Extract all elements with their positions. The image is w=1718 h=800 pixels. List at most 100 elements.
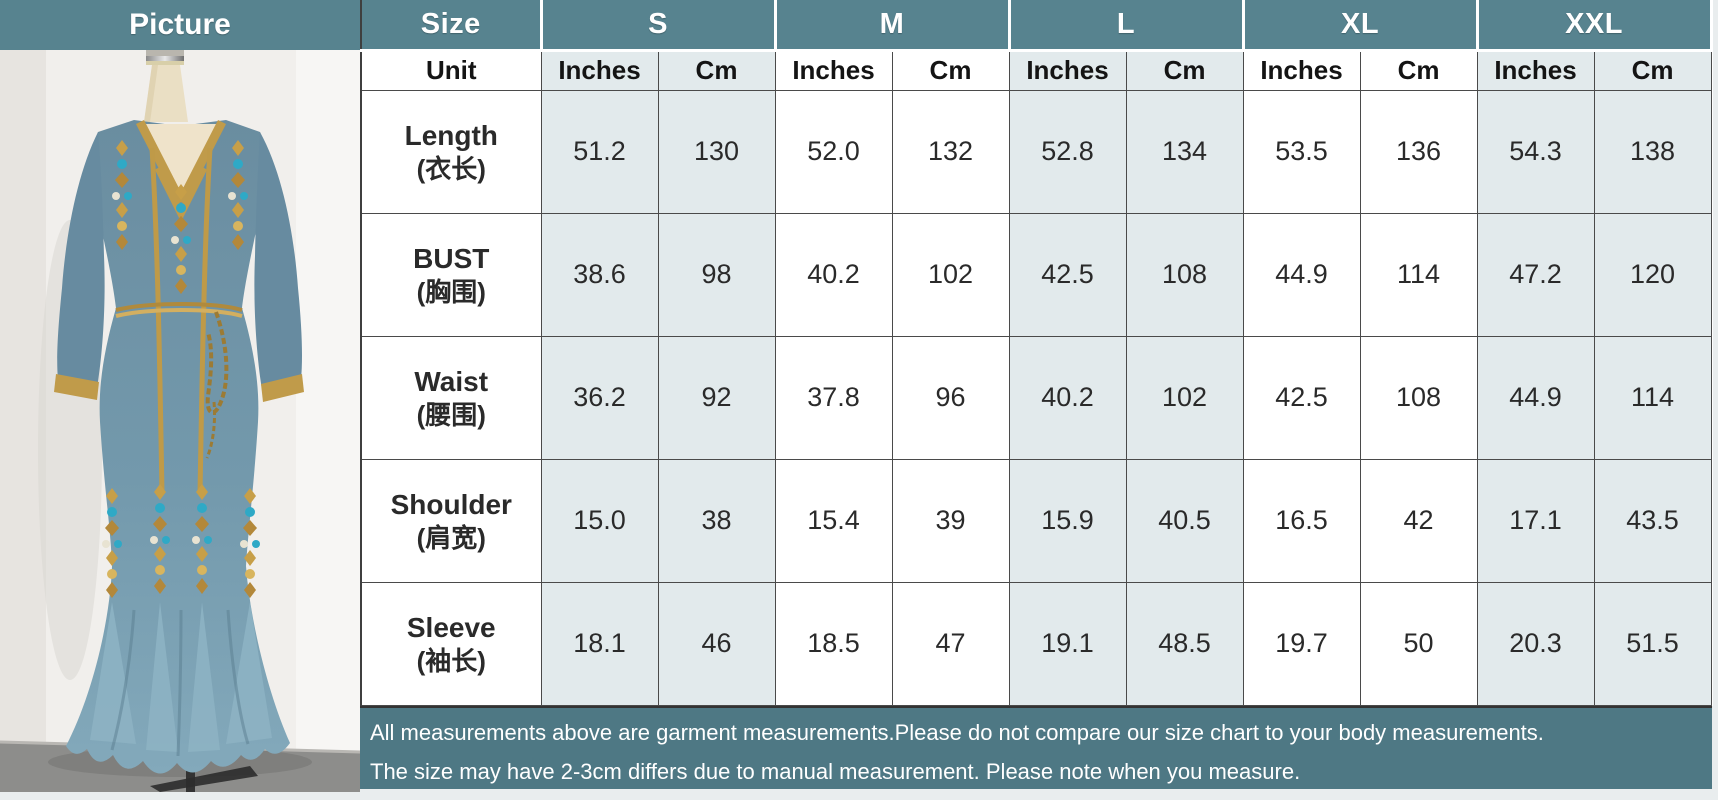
- value-bust-xxl-inches: 47.2: [1476, 212, 1595, 337]
- value-sleeve-xl-inches: 19.7: [1242, 581, 1361, 706]
- unit-s-inches: Inches: [540, 49, 659, 91]
- size-col-xxl: XXL: [1475, 0, 1713, 52]
- value-shoulder-l-inches: 15.9: [1008, 458, 1127, 583]
- unit-xl-inches: Inches: [1242, 49, 1361, 91]
- value-waist-s-inches: 36.2: [540, 335, 659, 460]
- value-bust-s-cm: 98: [657, 212, 776, 337]
- value-waist-xl-cm: 108: [1359, 335, 1478, 460]
- row-label-en: Sleeve: [406, 611, 496, 643]
- value-sleeve-l-inches: 19.1: [1008, 581, 1127, 706]
- unit-m-cm: Cm: [891, 49, 1010, 91]
- size-col-m: M: [773, 0, 1011, 52]
- value-bust-l-cm: 108: [1125, 212, 1244, 337]
- value-waist-xl-inches: 42.5: [1242, 335, 1361, 460]
- value-shoulder-s-cm: 38: [657, 458, 776, 583]
- value-bust-xl-inches: 44.9: [1242, 212, 1361, 337]
- value-waist-m-cm: 96: [891, 335, 1010, 460]
- unit-m-inches: Inches: [774, 49, 893, 91]
- value-waist-l-inches: 40.2: [1008, 335, 1127, 460]
- value-length-s-cm: 130: [657, 89, 776, 214]
- value-shoulder-l-cm: 40.5: [1125, 458, 1244, 583]
- value-shoulder-s-inches: 15.0: [540, 458, 659, 583]
- v-neck-opening: [140, 124, 222, 202]
- value-length-xxl-cm: 138: [1593, 89, 1712, 214]
- value-waist-xxl-inches: 44.9: [1476, 335, 1595, 460]
- value-length-m-cm: 132: [891, 89, 1010, 214]
- value-sleeve-s-inches: 18.1: [540, 581, 659, 706]
- value-bust-xl-cm: 114: [1359, 212, 1478, 337]
- unit-s-cm: Cm: [657, 49, 776, 91]
- value-length-xl-inches: 53.5: [1242, 89, 1361, 214]
- unit-xxl-cm: Cm: [1593, 49, 1712, 91]
- right-sleeve: [254, 132, 302, 390]
- picture-header: Picture: [0, 0, 360, 50]
- row-label-sleeve: Sleeve (袖长): [360, 581, 542, 706]
- measurement-row-length: Length (衣长) 51.2 130 52.0 132 52.8 134 53.5 136 54…: [360, 89, 1712, 214]
- unit-row: Unit Inches Cm Inches Cm Inches Cm Inches Cm Inc…: [360, 49, 1712, 91]
- note-line-2: The size may have 2-3cm differs due to m…: [370, 758, 1301, 784]
- dress: [54, 119, 304, 774]
- unit-label: Unit: [360, 49, 542, 91]
- gold-front-line-right: [197, 147, 213, 495]
- mannequin-neck: [144, 50, 188, 122]
- value-length-m-inches: 52.0: [774, 89, 893, 214]
- value-length-xl-cm: 136: [1359, 89, 1478, 214]
- value-bust-m-cm: 102: [891, 212, 1010, 337]
- row-label-waist: Waist (腰围): [360, 335, 542, 460]
- value-length-l-inches: 52.8: [1008, 89, 1127, 214]
- row-label-zh: (袖长): [416, 645, 486, 676]
- row-label-zh: (肩宽): [416, 522, 486, 553]
- value-sleeve-s-cm: 46: [657, 581, 776, 706]
- row-label-en: Shoulder: [390, 488, 512, 520]
- row-label-en: BUST: [413, 242, 490, 274]
- row-label-length: Length (衣长): [360, 89, 542, 214]
- unit-l-inches: Inches: [1008, 49, 1127, 91]
- row-label-zh: (腰围): [416, 399, 486, 430]
- dress-body: [66, 120, 290, 774]
- size-col-s: S: [539, 0, 777, 52]
- value-sleeve-m-inches: 18.5: [774, 581, 893, 706]
- row-label-shoulder: Shoulder (肩宽): [360, 458, 542, 583]
- value-shoulder-m-cm: 39: [891, 458, 1010, 583]
- value-sleeve-xxl-cm: 51.5: [1593, 581, 1712, 706]
- size-header: Size: [360, 0, 543, 52]
- value-waist-xxl-cm: 114: [1593, 335, 1712, 460]
- row-label-en: Waist: [414, 365, 489, 397]
- value-bust-m-inches: 40.2: [774, 212, 893, 337]
- value-bust-l-inches: 42.5: [1008, 212, 1127, 337]
- unit-xl-cm: Cm: [1359, 49, 1478, 91]
- unit-l-cm: Cm: [1125, 49, 1244, 91]
- value-length-xxl-inches: 54.3: [1476, 89, 1595, 214]
- size-col-l: L: [1007, 0, 1245, 52]
- gold-belt: [115, 302, 243, 459]
- value-length-l-cm: 134: [1125, 89, 1244, 214]
- value-sleeve-xl-cm: 50: [1359, 581, 1478, 706]
- value-shoulder-xxl-cm: 43.5: [1593, 458, 1712, 583]
- measurement-row-bust: BUST (胸围) 38.6 98 40.2 102 42.5 108 44.9 114 47.2 1…: [360, 212, 1712, 337]
- value-sleeve-m-cm: 47: [891, 581, 1010, 706]
- picture-panel: Picture: [0, 0, 360, 792]
- row-label-bust: BUST (胸围): [360, 212, 542, 337]
- measurement-row-sleeve: Sleeve (袖长) 18.1 46 18.5 47 19.1 48.5 19.7 50 20.3…: [360, 581, 1712, 706]
- value-waist-s-cm: 92: [657, 335, 776, 460]
- gold-front-line-left: [149, 147, 165, 495]
- right-gold-cuff: [261, 374, 304, 402]
- measurement-row-shoulder: Shoulder (肩宽) 15.0 38 15.4 39 15.9 40.5 16.5 42 17…: [360, 458, 1712, 583]
- value-bust-xxl-cm: 120: [1593, 212, 1712, 337]
- product-photo: [0, 50, 360, 792]
- value-sleeve-l-cm: 48.5: [1125, 581, 1244, 706]
- row-label-zh: (衣长): [416, 153, 486, 184]
- dress-illustration: [0, 50, 360, 792]
- left-gold-cuff: [54, 374, 99, 400]
- row-label-zh: (胸围): [416, 276, 486, 307]
- value-shoulder-xxl-inches: 17.1: [1476, 458, 1595, 583]
- value-shoulder-m-inches: 15.4: [774, 458, 893, 583]
- unit-xxl-inches: Inches: [1476, 49, 1595, 91]
- size-col-xl: XL: [1241, 0, 1479, 52]
- left-sleeve: [57, 132, 105, 388]
- value-waist-l-cm: 102: [1125, 335, 1244, 460]
- value-bust-s-inches: 38.6: [540, 212, 659, 337]
- value-shoulder-xl-cm: 42: [1359, 458, 1478, 583]
- measurement-notes: All measurements above are garment measu…: [360, 705, 1712, 789]
